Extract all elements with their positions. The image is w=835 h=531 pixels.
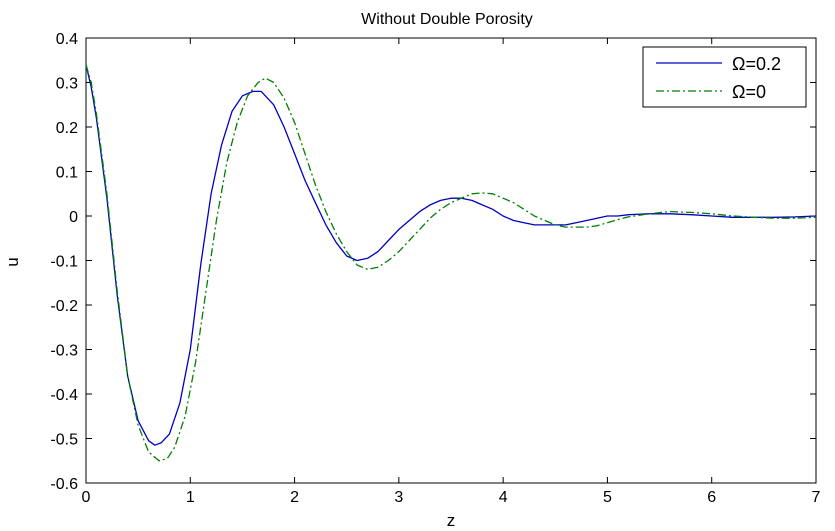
- y-tick-label: 0.4: [56, 31, 78, 48]
- y-axis-ticks: 0.4 0.3 0.2 0.1 0 -0.1 -0.2 -0.3 -0.4 -0.5 -0.6: [50, 31, 816, 493]
- legend-label-omega-0: Ω=0: [732, 82, 766, 102]
- y-tick-label: 0: [69, 209, 78, 226]
- chart-title: Without Double Porosity: [361, 11, 533, 28]
- x-tick-label: 3: [394, 489, 403, 506]
- y-tick-label: -0.5: [50, 432, 78, 449]
- y-tick-label: -0.3: [50, 343, 78, 360]
- x-tick-label: 2: [290, 489, 299, 506]
- x-axis-ticks: 0 1 2 3 4 5 6 7: [82, 38, 821, 506]
- plot-frame: [85, 37, 817, 484]
- x-tick-label: 4: [499, 489, 508, 506]
- y-tick-label: -0.4: [50, 387, 78, 404]
- y-tick-label: 0.3: [56, 76, 78, 93]
- y-tick-label: 0.2: [56, 120, 78, 137]
- x-tick-label: 0: [82, 489, 91, 506]
- series-line-0: [85, 64, 817, 446]
- series-lines: [85, 64, 817, 462]
- x-tick-label: 6: [707, 489, 716, 506]
- legend: Ω=0.2 Ω=0: [642, 46, 807, 108]
- y-tick-label: -0.6: [50, 476, 78, 493]
- series-line-1: [85, 64, 817, 462]
- legend-label-omega-0.2: Ω=0.2: [732, 54, 781, 74]
- y-tick-label: -0.2: [50, 298, 78, 315]
- y-tick-label: -0.1: [50, 254, 78, 271]
- x-axis-label: z: [447, 511, 456, 530]
- x-tick-label: 1: [186, 489, 195, 506]
- y-axis-label: u: [3, 257, 22, 266]
- y-tick-label: 0.1: [56, 165, 78, 182]
- x-tick-label: 5: [603, 489, 612, 506]
- x-tick-label: 7: [812, 489, 821, 506]
- legend-box: [642, 46, 807, 108]
